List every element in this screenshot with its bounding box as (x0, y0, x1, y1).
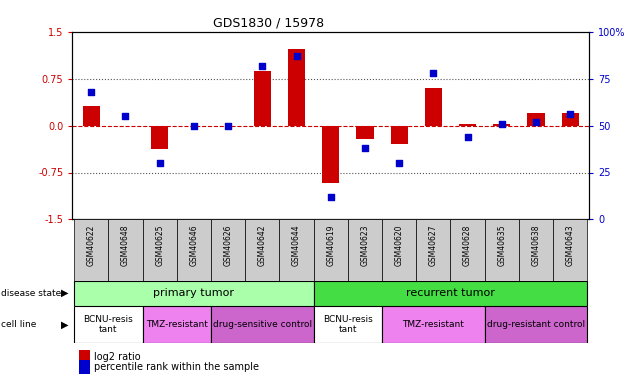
Text: drug-resistant control: drug-resistant control (487, 320, 585, 329)
Point (120, 113, 130, 119)
Bar (553, 219, 587, 281)
Bar (519, 219, 553, 281)
Bar (74, 306, 142, 343)
Point (223, 123, 233, 129)
Bar (425, 88, 442, 126)
Text: ▶: ▶ (60, 320, 68, 329)
Bar (484, 306, 587, 343)
Point (497, 121, 507, 127)
Text: GSM40620: GSM40620 (394, 224, 404, 266)
Title: GDS1830 / 15978: GDS1830 / 15978 (213, 16, 324, 29)
Text: GSM40626: GSM40626 (224, 224, 232, 266)
Text: cell line: cell line (1, 320, 37, 329)
Bar (450, 219, 484, 281)
Text: percentile rank within the sample: percentile rank within the sample (94, 362, 260, 372)
Bar (459, 124, 476, 126)
Bar (177, 219, 211, 281)
Text: drug-sensitive control: drug-sensitive control (213, 320, 312, 329)
Bar (314, 281, 587, 306)
Text: GSM40619: GSM40619 (326, 224, 335, 266)
Text: BCNU-resis
tant: BCNU-resis tant (323, 315, 373, 334)
Text: GSM40627: GSM40627 (429, 224, 438, 266)
Bar (314, 306, 382, 343)
Bar (357, 126, 374, 140)
Point (86, 89, 96, 95)
Bar (151, 126, 168, 149)
Bar (322, 126, 340, 183)
Bar (527, 113, 544, 126)
Text: primary tumor: primary tumor (153, 288, 234, 298)
Text: GSM40625: GSM40625 (155, 224, 164, 266)
Text: disease state: disease state (1, 289, 62, 298)
Text: log2 ratio: log2 ratio (94, 352, 141, 362)
Text: GSM40635: GSM40635 (497, 224, 507, 266)
Text: BCNU-resis
tant: BCNU-resis tant (84, 315, 134, 334)
Text: GSM40623: GSM40623 (360, 224, 369, 266)
Bar (108, 219, 142, 281)
Bar (391, 126, 408, 144)
Bar (83, 106, 100, 126)
Text: GSM40628: GSM40628 (463, 224, 472, 266)
Bar (416, 219, 450, 281)
Bar (74, 281, 314, 306)
Text: GSM40643: GSM40643 (566, 224, 575, 266)
Text: recurrent tumor: recurrent tumor (406, 288, 495, 298)
Bar (493, 124, 510, 126)
Text: GSM40648: GSM40648 (121, 224, 130, 266)
Bar (254, 70, 271, 126)
Bar (245, 219, 280, 281)
Bar (562, 113, 579, 126)
Bar (314, 219, 348, 281)
Bar (288, 50, 305, 126)
Bar (211, 306, 314, 343)
Text: GSM40638: GSM40638 (532, 224, 541, 266)
Text: GSM40646: GSM40646 (190, 224, 198, 266)
Bar (382, 306, 484, 343)
Bar (142, 306, 211, 343)
Text: ▶: ▶ (60, 288, 68, 298)
Bar (142, 219, 177, 281)
Point (154, 160, 164, 166)
Text: GSM40642: GSM40642 (258, 224, 267, 266)
Point (462, 134, 472, 140)
Bar (382, 219, 416, 281)
Bar (211, 219, 245, 281)
Text: TMZ-resistant: TMZ-resistant (146, 320, 208, 329)
Point (428, 70, 438, 76)
Point (189, 123, 199, 129)
Point (257, 63, 267, 69)
Point (360, 145, 370, 151)
Point (292, 53, 302, 59)
Bar (348, 219, 382, 281)
Bar (74, 219, 108, 281)
Bar (280, 219, 314, 281)
Bar (484, 219, 519, 281)
Text: GSM40622: GSM40622 (87, 224, 96, 266)
Point (326, 194, 336, 200)
Text: TMZ-resistant: TMZ-resistant (403, 320, 464, 329)
Text: GSM40644: GSM40644 (292, 224, 301, 266)
Point (565, 111, 575, 117)
Point (394, 160, 404, 166)
Point (531, 119, 541, 125)
